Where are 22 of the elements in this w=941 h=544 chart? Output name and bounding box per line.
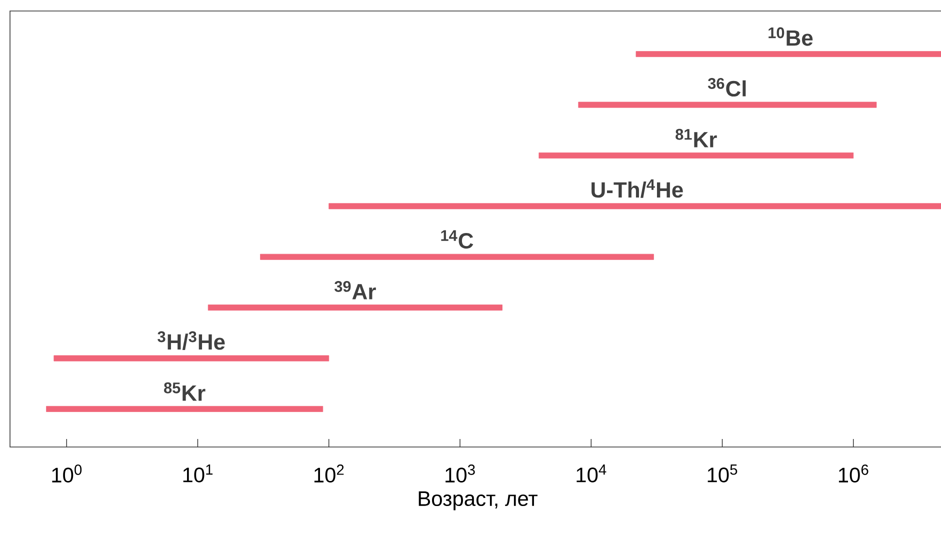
y-tick-label: $^{14}$C [441, 230, 474, 249]
bar [578, 102, 877, 108]
x-axis-title: Возраст, лет [418, 491, 538, 510]
x-tick-label: 10$^{6}$ [838, 464, 868, 483]
bar [260, 254, 654, 260]
x-tick-label: 10$^{5}$ [708, 464, 738, 482]
x-tick-label: 10$^{2}$ [314, 464, 344, 483]
bar [538, 152, 854, 158]
x-tick-label: 10$^{3}$ [446, 464, 475, 483]
x-tick-label: 10$^{4}$ [576, 464, 606, 482]
y-tick-label: $^{85}$Kr [164, 382, 206, 401]
y-tick-label: $^{39}$Ar [334, 281, 376, 300]
bar [54, 355, 330, 362]
y-tick-label: $^{81}$Kr [676, 128, 717, 148]
y-tick-label: $^{3}$H/$^{3}$He [158, 331, 225, 350]
x-tick-label: 10$^{1}$ [183, 464, 213, 482]
bar [46, 406, 324, 412]
x-tick-label: 10$^{0}$ [52, 464, 82, 483]
y-tick-label: $^{10}$Be [768, 27, 813, 46]
bar [208, 304, 502, 311]
y-tick-label: $^{36}$Cl [708, 78, 746, 97]
y-tick-label: U-Th/$^{4}$He [592, 179, 683, 198]
